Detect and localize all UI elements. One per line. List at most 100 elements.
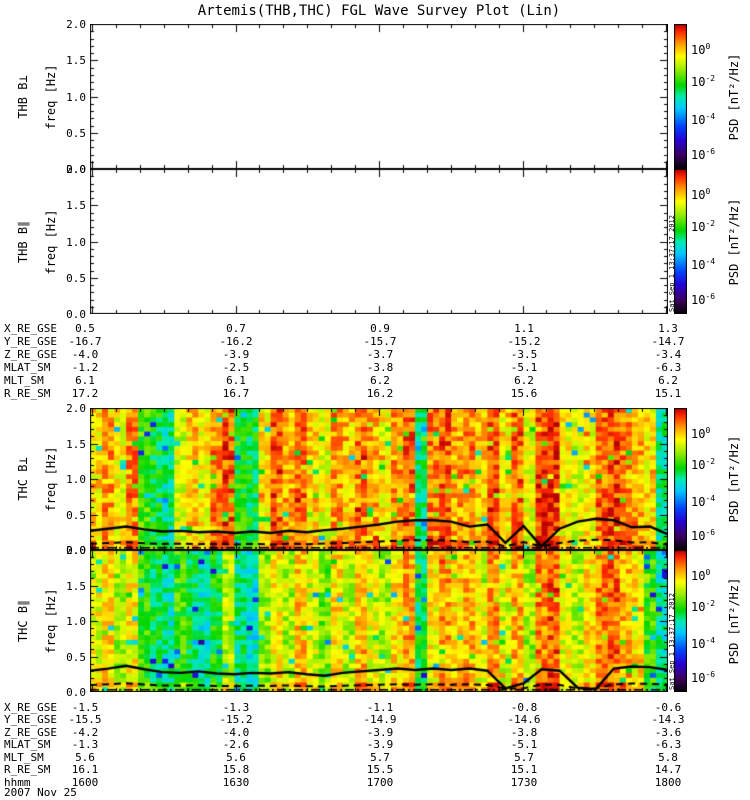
eph-mid-Y_RE_GSE-col2: -15.7 xyxy=(363,335,397,348)
cbtick-base: 10 xyxy=(691,220,706,234)
eph-bottom-hhmm-col1: 1630 xyxy=(222,775,250,789)
eph-mid-Y_RE_GSE-col1: -16.2 xyxy=(219,335,253,348)
eph-bottom-Y_RE_GSE-col1: -15.2 xyxy=(219,713,253,727)
thc-bperp-cbtick-1: 10-2 xyxy=(691,457,715,472)
cbtick-base: 10 xyxy=(691,494,706,509)
eph-mid-R_RE_SM-col0: 17.2 xyxy=(71,387,99,400)
cbtick-base: 10 xyxy=(691,457,706,472)
thb-bperp-ytick-2.0: 2.0 xyxy=(66,18,86,31)
eph-bottom-MLT_SM-col1: 5.6 xyxy=(226,750,246,764)
thb-bperp-panel-canvas xyxy=(90,24,668,169)
thb-bpar-cbtick-3: 10-6 xyxy=(691,292,715,307)
eph-mid-Z_RE_GSE-col3: -3.5 xyxy=(510,348,538,361)
thb-bperp-label: THB B⊥ xyxy=(16,74,30,119)
thc-bpar-cbtick-3: 10-6 xyxy=(691,670,715,685)
eph-bottom-X_RE_GSE-col2: -1.1 xyxy=(366,701,394,714)
eph-bottom-row-label-Y_RE_GSE: Y_RE_GSE xyxy=(4,713,57,727)
eph-bottom-X_RE_GSE-col1: -1.3 xyxy=(222,701,250,714)
eph-mid-MLAT_SM-col2: -3.8 xyxy=(366,361,394,374)
eph-bottom-R_RE_SM-col4: 14.7 xyxy=(654,763,682,777)
thc-bperp-cbtick-2: 10-4 xyxy=(691,494,715,509)
eph-bottom-row-label-Z_RE_GSE: Z_RE_GSE xyxy=(4,725,57,739)
eph-bottom-MLAT_SM-col2: -3.9 xyxy=(366,738,394,752)
eph-bottom-R_RE_SM-col3: 15.1 xyxy=(510,763,538,777)
thc-bperp-cbtick-0: 100 xyxy=(691,426,710,441)
thb-bpar-ytick-2.0: 2.0 xyxy=(66,163,86,176)
thb-bperp-ytick-0.5: 0.5 xyxy=(66,126,86,140)
thb-bpar-ytick-0.5: 0.5 xyxy=(66,271,86,285)
thc-bperp-label: THC B⊥ xyxy=(16,457,30,501)
thb-bpar-cbtick-1: 10-2 xyxy=(691,219,715,234)
eph-mid-X_RE_GSE-col4: 1.3 xyxy=(658,322,678,335)
eph-bottom-MLAT_SM-col4: -6.3 xyxy=(654,738,682,752)
thb-bpar-panel-canvas xyxy=(90,169,668,314)
thb-bpar-cbtick-2: 10-4 xyxy=(691,257,715,272)
eph-mid-row-label-X_RE_GSE: X_RE_GSE xyxy=(4,322,57,335)
eph-mid-X_RE_GSE-col0: 0.5 xyxy=(75,322,95,335)
thb-bperp-cbtick-1: 10-2 xyxy=(691,74,715,89)
eph-bottom-hhmm-col0: 1600 xyxy=(71,775,99,789)
eph-bottom-X_RE_GSE-col4: -0.6 xyxy=(654,701,682,714)
eph-bottom-MLAT_SM-col0: -1.3 xyxy=(71,738,99,752)
eph-mid-R_RE_SM-col2: 16.2 xyxy=(366,387,394,400)
eph-mid-MLT_SM-col1: 6.1 xyxy=(226,374,246,387)
eph-bottom-row-label-hhmm: hhmm xyxy=(4,775,31,789)
eph-bottom-MLT_SM-col0: 5.6 xyxy=(75,750,95,764)
eph-bottom-Y_RE_GSE-col3: -14.6 xyxy=(507,713,541,727)
cbtick-base: 10 xyxy=(691,636,706,651)
eph-mid-MLT_SM-col3: 6.2 xyxy=(514,374,534,387)
thb-bperp-ytick-0.0: 0.0 xyxy=(66,163,86,176)
eph-bottom-MLAT_SM-col1: -2.6 xyxy=(222,738,250,752)
eph-mid-MLT_SM-col0: 6.1 xyxy=(75,374,95,387)
thb-bperp-ytick-1.5: 1.5 xyxy=(66,54,86,68)
eph-mid-row-label-MLT_SM: MLT_SM xyxy=(4,374,44,387)
thc-bpar-colorbar xyxy=(674,550,687,692)
eph-bottom-Z_RE_GSE-col3: -3.8 xyxy=(510,725,538,739)
cbtick-exponent: 0 xyxy=(705,187,711,197)
thb-bpar-ytick-1.0: 1.0 xyxy=(66,235,86,249)
eph-mid-MLAT_SM-col0: -1.2 xyxy=(71,361,99,374)
eph-mid-MLT_SM-col2: 6.2 xyxy=(370,374,390,387)
eph-bottom-row-label-R_RE_SM: R_RE_SM xyxy=(4,763,51,777)
thc-bperp-cbtick-3: 10-6 xyxy=(691,528,715,543)
thc-bpar-cbtick-1: 10-2 xyxy=(691,599,715,614)
eph-bottom-MLT_SM-col3: 5.7 xyxy=(514,750,534,764)
thc-bpar-label: THC B∥ xyxy=(16,599,30,643)
cbtick-exponent: -2 xyxy=(705,219,716,228)
cbtick-base: 10 xyxy=(691,426,706,441)
thb-bpar-cbtick-0: 100 xyxy=(691,187,710,202)
eph-mid-Z_RE_GSE-col4: -3.4 xyxy=(654,348,682,361)
thc-bpar-created-timestamp: Sat Sep 1 13:37:17 2012 xyxy=(668,593,676,690)
eph-bottom-hhmm-col2: 1700 xyxy=(366,775,394,789)
cbtick-exponent: 0 xyxy=(705,567,711,577)
thc-bpar-panel-canvas xyxy=(90,550,668,692)
eph-bottom-MLT_SM-col2: 5.7 xyxy=(370,750,390,764)
eph-mid-Y_RE_GSE-col3: -15.2 xyxy=(507,335,541,348)
cbtick-base: 10 xyxy=(691,147,706,162)
thb-bpar-ytick-0.0: 0.0 xyxy=(66,308,86,321)
thc-bperp-ytick-1.0: 1.0 xyxy=(66,473,86,486)
eph-mid-R_RE_SM-col1: 16.7 xyxy=(222,387,250,400)
eph-mid-X_RE_GSE-col1: 0.7 xyxy=(226,322,246,335)
eph-bottom-Z_RE_GSE-col4: -3.6 xyxy=(654,725,682,739)
thc-bperp-ytick-0.5: 0.5 xyxy=(66,508,86,522)
cbtick-exponent: -2 xyxy=(705,598,716,608)
thb-bperp-cbtick-2: 10-4 xyxy=(691,112,715,127)
eph-bottom-Z_RE_GSE-col1: -4.0 xyxy=(222,725,250,739)
eph-bottom-X_RE_GSE-col3: -0.8 xyxy=(510,701,538,714)
eph-mid-X_RE_GSE-col3: 1.1 xyxy=(514,322,534,335)
thb-bpar-colorbar xyxy=(674,169,687,314)
thc-bpar-ytick-0.5: 0.5 xyxy=(66,650,86,664)
cbtick-exponent: -2 xyxy=(705,456,716,466)
eph-mid-X_RE_GSE-col2: 0.9 xyxy=(370,322,390,335)
thc-bpar-cbtick-2: 10-4 xyxy=(691,636,715,651)
cbtick-exponent: 0 xyxy=(705,425,711,435)
eph-mid-Z_RE_GSE-col1: -3.9 xyxy=(222,348,250,361)
cbtick-base: 10 xyxy=(691,43,706,58)
thc-bpar-ytick-1.5: 1.5 xyxy=(66,579,86,593)
cbtick-base: 10 xyxy=(691,670,706,685)
cbtick-exponent: -4 xyxy=(705,111,716,121)
cbtick-exponent: -4 xyxy=(705,256,716,266)
